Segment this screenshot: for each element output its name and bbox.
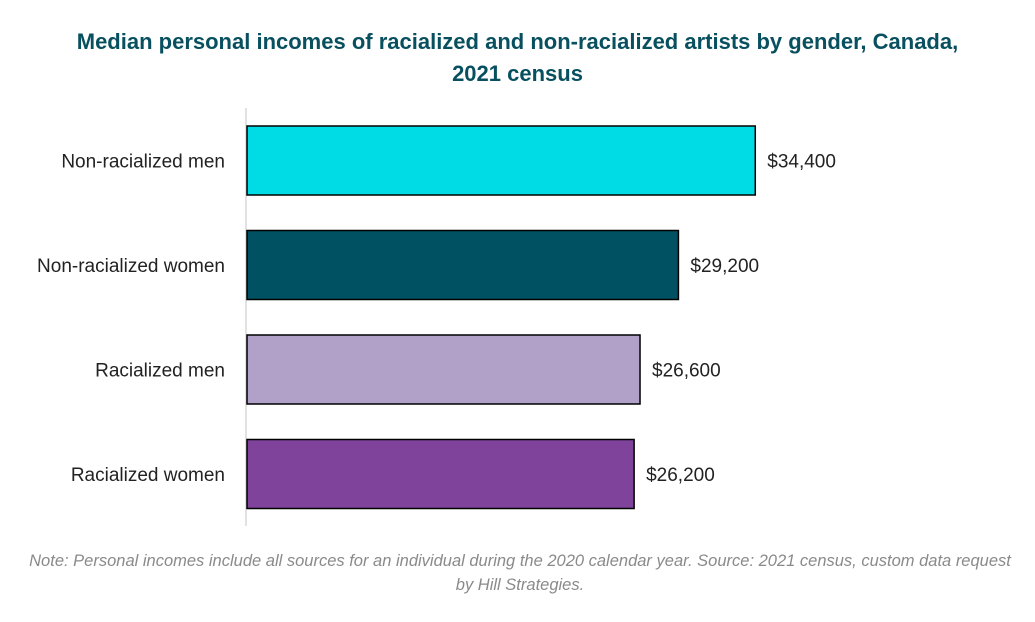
category-label: Non-racialized men <box>61 152 225 173</box>
value-label: $29,200 <box>690 256 759 277</box>
bar <box>246 229 680 301</box>
category-label: Racialized women <box>71 465 225 486</box>
bar <box>246 334 641 405</box>
value-label: $34,400 <box>767 152 836 173</box>
bars-group: Non-racialized men $34,400 Non-racialized … <box>37 125 836 510</box>
value-label: $26,200 <box>646 465 715 486</box>
chart-note: Note: Personal incomes include all sourc… <box>29 552 1011 594</box>
bar <box>246 125 757 196</box>
category-label: Racialized men <box>95 361 225 382</box>
chart-title: Median personal incomes of racialized an… <box>76 29 959 86</box>
category-label: Non-racialized women <box>37 256 225 277</box>
bar <box>246 438 635 510</box>
value-label: $26,600 <box>652 361 721 382</box>
